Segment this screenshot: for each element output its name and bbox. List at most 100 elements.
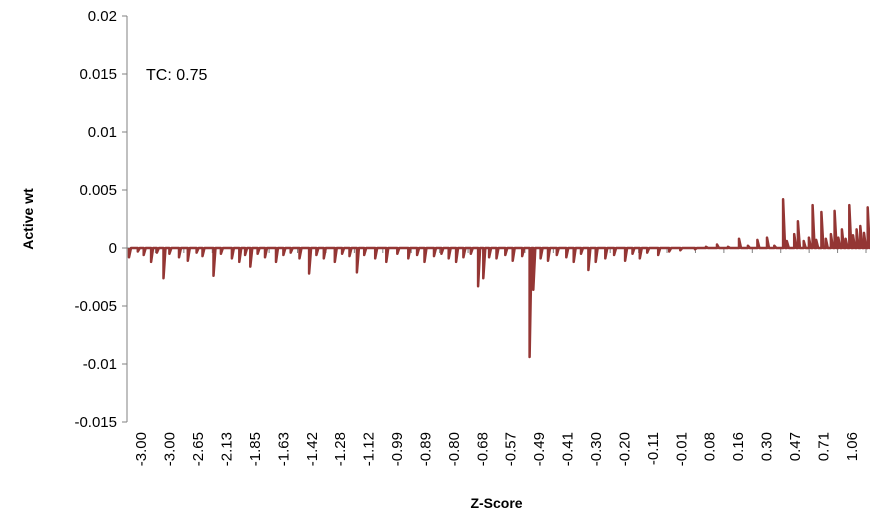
- data-point: [212, 275, 215, 277]
- data-point: [363, 254, 366, 256]
- data-point: [756, 239, 759, 241]
- data-point: [128, 256, 130, 259]
- data-point: [766, 236, 768, 239]
- data-point: [482, 277, 485, 279]
- x-tick-label: 0.30: [759, 432, 776, 461]
- data-point: [455, 261, 457, 263]
- data-point: [820, 211, 823, 213]
- series-group: [127, 198, 870, 359]
- x-tick-label: -0.41: [560, 432, 577, 466]
- data-point: [587, 269, 590, 271]
- data-point: [511, 259, 514, 262]
- data-point: [322, 257, 325, 260]
- data-point: [668, 250, 671, 253]
- data-point: [315, 254, 318, 256]
- data-point: [572, 261, 575, 263]
- data-point: [547, 259, 549, 262]
- data-point: [385, 261, 388, 263]
- data-point: [162, 277, 165, 279]
- data-point: [407, 257, 410, 260]
- data-point: [156, 251, 158, 254]
- data-point: [863, 232, 865, 234]
- data-point: [356, 271, 358, 274]
- y-tick-label: 0.01: [88, 124, 117, 141]
- data-point: [773, 244, 776, 247]
- data-point: [244, 254, 246, 256]
- data-point: [249, 265, 252, 268]
- x-tick-label: 0.47: [787, 432, 804, 461]
- data-point: [264, 256, 266, 259]
- data-point: [793, 233, 795, 235]
- x-tick-label: -2.13: [218, 432, 235, 466]
- data-point: [679, 249, 682, 252]
- data-point: [811, 204, 814, 206]
- data-point: [646, 251, 648, 254]
- x-tick-label: 0.08: [702, 432, 719, 461]
- data-point: [275, 261, 277, 263]
- tc-annotation: TC: 0.75: [146, 67, 207, 84]
- data-point: [738, 237, 740, 240]
- x-tick-label: -3.00: [162, 432, 179, 466]
- data-point: [532, 288, 535, 291]
- y-tick-label: 0.02: [88, 8, 117, 25]
- x-tick-label: 1.06: [844, 432, 861, 461]
- data-point: [631, 253, 634, 255]
- x-tick-label: -1.42: [304, 432, 321, 466]
- data-point: [416, 254, 418, 256]
- data-point: [495, 257, 498, 260]
- x-tick-label: -3.00: [133, 432, 150, 466]
- x-tick-label: 0.16: [730, 432, 747, 461]
- x-axis-ticks: -3.00 -3.00 -2.65 -2.13 -1.85 -1.63 -1.42 -1.28…: [126, 248, 867, 466]
- data-point: [802, 240, 805, 242]
- data-point: [348, 255, 351, 257]
- series-line: [127, 198, 870, 359]
- data-point: [830, 233, 832, 235]
- data-point: [168, 253, 171, 255]
- data-point: [797, 220, 799, 223]
- data-point: [855, 228, 858, 231]
- y-axis-title: Active wt: [20, 188, 36, 250]
- data-point: [624, 259, 626, 262]
- data-point: [580, 253, 582, 255]
- data-point: [298, 257, 301, 260]
- x-tick-label: -1.12: [361, 432, 378, 466]
- x-tick-label: 0.71: [815, 432, 832, 461]
- data-point: [396, 253, 399, 255]
- data-point: [539, 257, 542, 260]
- data-point: [782, 198, 784, 201]
- data-point: [447, 257, 450, 260]
- data-point: [555, 254, 558, 256]
- x-tick-label: -0.11: [645, 432, 662, 465]
- x-tick-label: -0.30: [588, 432, 605, 466]
- data-point: [833, 210, 836, 212]
- data-point: [639, 257, 641, 260]
- data-point: [187, 259, 189, 262]
- data-point: [220, 253, 222, 255]
- data-point: [462, 256, 465, 259]
- data-point: [594, 261, 597, 263]
- data-point: [613, 254, 615, 256]
- data-point: [694, 248, 696, 250]
- data-point: [521, 255, 524, 257]
- data-point: [565, 256, 568, 259]
- data-point: [469, 253, 472, 255]
- data-point: [256, 253, 259, 255]
- data-point: [504, 254, 507, 256]
- data-point: [844, 237, 847, 240]
- data-point: [859, 225, 862, 227]
- data-point: [837, 236, 840, 239]
- data-point: [201, 255, 204, 257]
- x-tick-label: -0.68: [474, 432, 491, 466]
- y-tick-label: 0.005: [79, 182, 117, 199]
- data-point: [137, 250, 139, 253]
- data-point: [852, 234, 854, 237]
- x-tick-label: -0.80: [446, 432, 463, 466]
- data-point: [433, 255, 435, 257]
- x-tick-label: -0.01: [673, 432, 690, 466]
- data-point: [477, 285, 479, 288]
- data-point: [848, 204, 851, 206]
- y-tick-label: -0.01: [83, 356, 117, 373]
- data-point: [657, 254, 659, 256]
- x-tick-label: -1.63: [275, 432, 292, 466]
